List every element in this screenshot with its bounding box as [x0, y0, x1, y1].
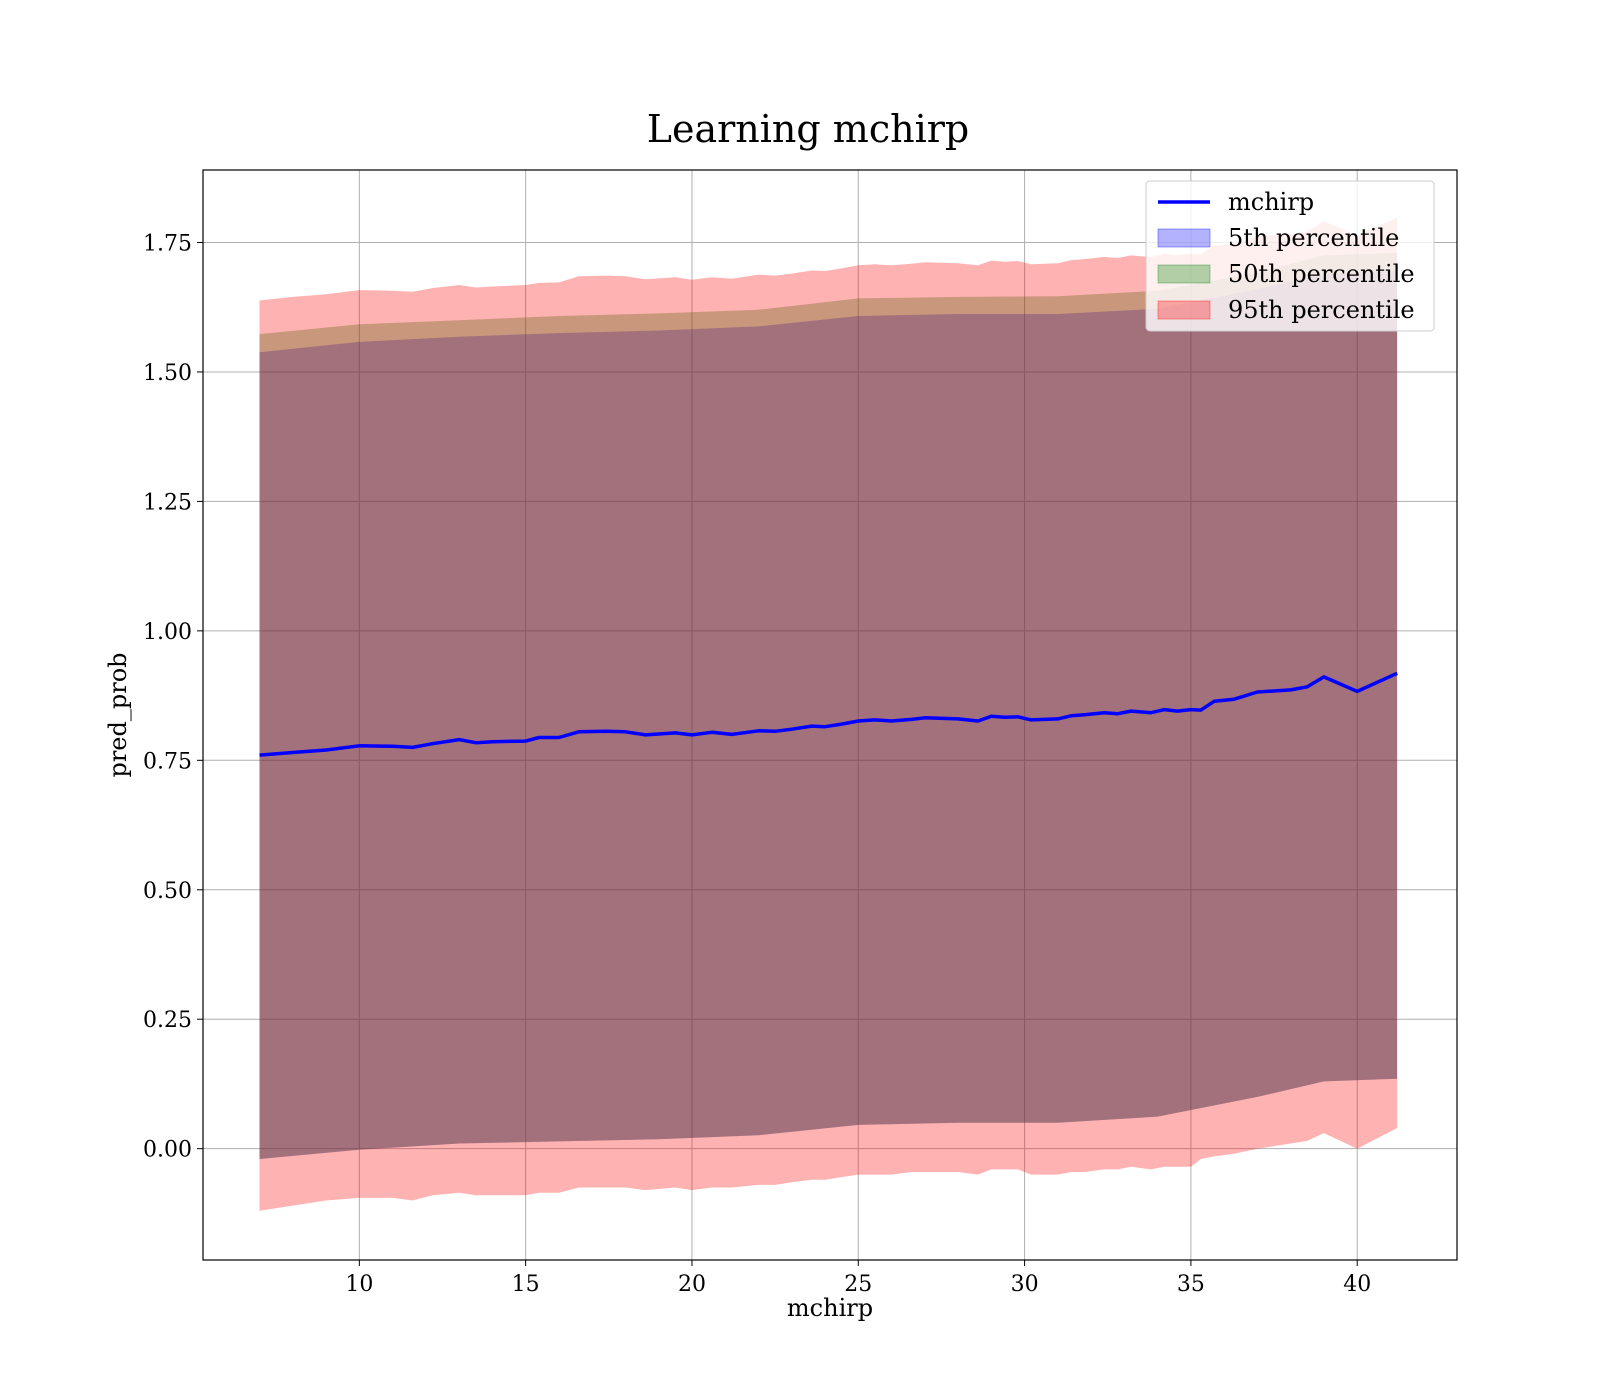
y-tick-label: 1.25 — [143, 490, 192, 515]
legend-label: mchirp — [1228, 188, 1314, 216]
x-tick-label: 20 — [678, 1272, 706, 1297]
y-tick-label: 1.00 — [143, 620, 192, 645]
series-line-mchirp — [259, 671, 1398, 757]
plot-area — [202, 169, 1458, 1261]
legend-label: 5th percentile — [1228, 224, 1399, 252]
legend-label: 50th percentile — [1228, 260, 1415, 288]
band-95th-percentile — [259, 217, 1398, 1211]
y-tick-label: 1.75 — [143, 231, 192, 256]
legend-box — [1145, 180, 1435, 332]
x-tick-label: 25 — [844, 1272, 872, 1297]
percentile-bands — [259, 217, 1398, 1211]
y-tick-label: 0.00 — [143, 1138, 192, 1163]
y-tick-label: 0.50 — [143, 879, 192, 904]
band-5th-percentile — [259, 271, 1398, 1159]
legend-swatch-patch — [1157, 300, 1211, 320]
y-axis-ticks: 0.00 0.25 0.50 0.75 1.00 1.25 1.50 1.75 — [143, 231, 203, 1163]
y-tick-label: 1.50 — [143, 361, 192, 386]
legend-swatch-patch — [1157, 264, 1211, 284]
axes-frame — [202, 169, 1458, 1261]
x-tick-label: 40 — [1343, 1272, 1371, 1297]
legend-label: 95th percentile — [1228, 296, 1415, 324]
y-tick-label: 0.25 — [143, 1008, 192, 1033]
band-50th-percentile — [259, 252, 1398, 1159]
x-tick-label: 15 — [512, 1272, 540, 1297]
x-tick-label: 10 — [345, 1272, 373, 1297]
x-tick-label: 35 — [1177, 1272, 1205, 1297]
grid-lines — [203, 170, 1457, 1260]
chart-title: Learning mchirp — [647, 107, 969, 151]
y-tick-label: 0.75 — [143, 749, 192, 774]
x-axis-ticks: 10 15 20 25 30 35 40 — [345, 1260, 1371, 1297]
series-lines — [259, 671, 1398, 757]
axes-background — [203, 170, 1457, 1260]
x-axis-label: mchirp — [787, 1294, 873, 1322]
x-tick-label: 30 — [1011, 1272, 1039, 1297]
legend-swatch-patch — [1157, 228, 1211, 248]
legend: mchirp 5th percentile 50th percentile 95th … — [1145, 180, 1435, 332]
y-axis-label: pred_prob — [104, 652, 132, 777]
